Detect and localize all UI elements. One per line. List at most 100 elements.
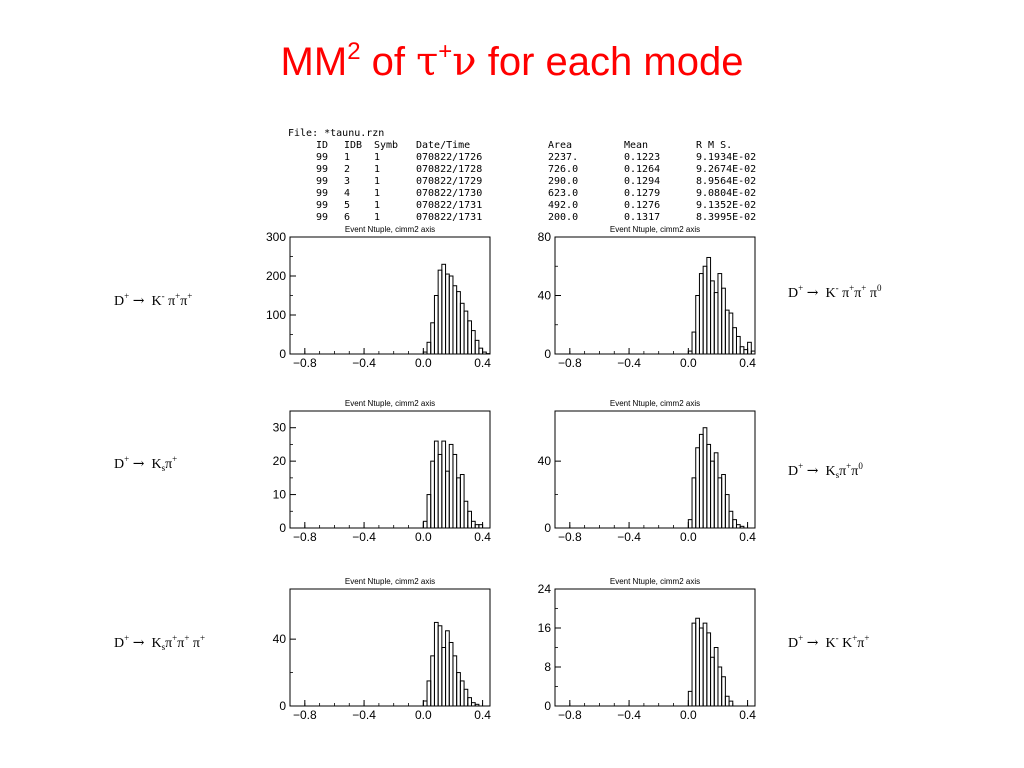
x-tick-label: 0.0 <box>680 708 697 722</box>
title-superscript: 2 <box>347 38 361 65</box>
table-cell: 9.2674E-02 <box>696 164 757 175</box>
y-tick-label: 40 <box>538 454 552 468</box>
histogram-chart: Event Ntuple, cimm2 axis −0.8 −0.4 0.0 0.4 0 1… <box>273 399 492 544</box>
histogram-bin <box>474 339 480 355</box>
x-tick-label: 0.4 <box>474 356 491 370</box>
histogram-bin <box>456 291 461 355</box>
histogram-bin <box>445 273 450 355</box>
histogram-bin <box>463 500 469 529</box>
mode-parent-charge: + <box>124 454 130 464</box>
histogram-bin <box>467 320 472 355</box>
mode-part: K <box>825 464 836 479</box>
histogram-bin <box>422 700 428 707</box>
table-cell: 1 <box>374 200 381 211</box>
decay-mode-label: D+ → K- K+π+ <box>788 633 869 652</box>
histogram-bin <box>422 520 428 529</box>
histogram-bin <box>710 280 715 355</box>
mode-part: s <box>161 642 166 652</box>
table-cell: 99 <box>316 188 329 199</box>
mode-part: + <box>187 291 193 301</box>
chart-title: Event Ntuple, cimm2 axis <box>610 399 700 408</box>
y-tick-label: 300 <box>266 230 286 244</box>
mode-part: π <box>839 464 847 479</box>
table-cell: 1 <box>374 212 381 223</box>
histogram-bin <box>422 351 428 355</box>
histogram-bin <box>735 524 741 529</box>
table-cell: 200.0 <box>548 212 579 223</box>
histogram-bin <box>687 350 693 355</box>
mode-parent: D <box>114 294 125 309</box>
x-tick-label: 0.4 <box>739 708 756 722</box>
decay-mode-label: D+ → K- π+π+ <box>114 291 192 310</box>
table-cell: IDB <box>344 140 363 151</box>
table-cell: 1 <box>374 164 381 175</box>
mode-part: 0 <box>858 461 863 471</box>
mode-part: + <box>846 461 852 471</box>
histogram-bin <box>474 524 480 529</box>
histogram-bin <box>743 349 749 355</box>
histogram-bin <box>456 672 461 707</box>
mode-part: + <box>849 283 855 293</box>
y-tick-label: 24 <box>538 582 552 596</box>
table-cell: 0.1264 <box>624 164 661 175</box>
histogram-bin <box>441 440 447 529</box>
histogram-bin <box>717 273 723 355</box>
histogram-bin <box>463 310 469 355</box>
title-tau: τ <box>416 39 439 85</box>
table-cell: 1 <box>374 152 381 163</box>
mode-part: s <box>161 463 166 473</box>
chart-title: Event Ntuple, cimm2 axis <box>345 577 435 586</box>
plot-frame <box>289 410 491 529</box>
mode-part: + <box>861 283 867 293</box>
histogram-bin <box>441 263 447 355</box>
mode-part: K <box>151 457 162 472</box>
title-mm: MM <box>280 40 348 84</box>
mode-part: - <box>161 291 165 301</box>
mode-part: + <box>172 633 178 643</box>
histogram-bins <box>687 427 745 529</box>
table-row: 99 2 1 070822/1728 726.0 0.1264 9.2674E-02 <box>286 164 766 175</box>
histogram-bin <box>732 327 737 355</box>
table-cell: 492.0 <box>548 200 579 211</box>
title-nu: ν <box>452 39 477 85</box>
chart-title: Event Ntuple, cimm2 axis <box>610 577 700 586</box>
histogram-chart: Event Ntuple, cimm2 axis −0.8 −0.4 0.0 0.4 0 4… <box>538 399 757 544</box>
histogram-bins <box>687 617 734 707</box>
table-cell: 0.1223 <box>624 152 661 163</box>
mode-part: π <box>177 636 185 651</box>
histogram-bins <box>422 440 484 529</box>
table-cell: ID <box>316 140 329 151</box>
table-row: 99 1 1 070822/1726 2237. 0.1223 9.1934E-02 <box>286 152 766 163</box>
table-row: 99 4 1 070822/1730 623.0 0.1279 9.0804E-02 <box>286 188 766 199</box>
mode-parent: D <box>114 636 125 651</box>
histogram-bin <box>695 295 700 355</box>
table-cell: 8.9564E-02 <box>696 176 757 187</box>
table-cell: 070822/1731 <box>416 212 483 223</box>
mode-part: π <box>165 636 173 651</box>
table-cell: 6 <box>344 212 351 223</box>
histogram-bin <box>721 474 726 529</box>
file-name: File: *taunu.rzn <box>288 128 385 139</box>
x-tick-label: −0.4 <box>617 708 641 722</box>
mode-parent: D <box>788 464 799 479</box>
y-tick-label: 8 <box>544 660 551 674</box>
table-cell: 1 <box>374 176 381 187</box>
histogram-bin <box>437 269 443 355</box>
x-tick-label: 0.0 <box>415 530 432 544</box>
mode-parent-charge: + <box>124 291 130 301</box>
histogram-bin <box>459 680 465 707</box>
table-cell: Area <box>548 140 573 151</box>
x-tick-label: −0.8 <box>558 708 582 722</box>
histogram-bin <box>430 655 435 707</box>
table-header: ID IDB Symb Date/Time Area Mean R M S. <box>286 140 766 151</box>
mode-part: π <box>851 464 859 479</box>
histogram-bin <box>426 680 432 707</box>
table-cell: Mean <box>624 140 649 151</box>
histogram-bin <box>706 443 712 529</box>
decay-mode-label: D+ → K- π+π+ π0 <box>788 283 881 302</box>
histogram-bin <box>430 460 435 529</box>
histogram-bin <box>698 273 704 355</box>
chart-title: Event Ntuple, cimm2 axis <box>610 225 700 234</box>
y-tick-label: 30 <box>273 421 287 435</box>
histogram-bin <box>706 632 712 707</box>
